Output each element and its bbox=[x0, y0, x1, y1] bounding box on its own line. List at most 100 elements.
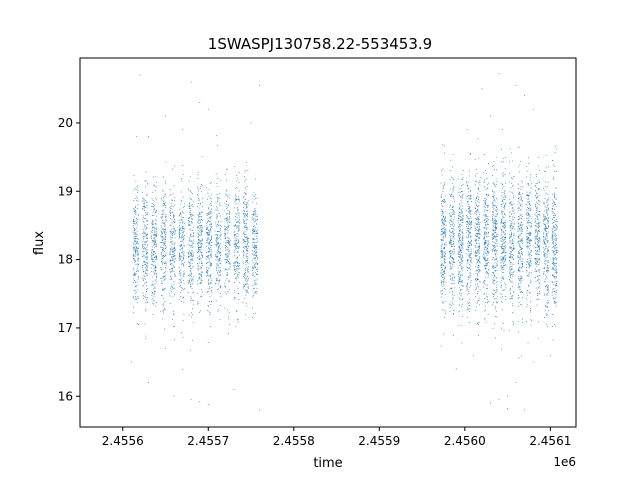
data-point bbox=[547, 241, 549, 243]
data-point bbox=[161, 262, 163, 264]
data-point bbox=[443, 248, 445, 250]
data-point bbox=[547, 310, 549, 312]
data-point bbox=[255, 245, 257, 246]
data-point bbox=[136, 251, 138, 253]
data-point bbox=[171, 278, 173, 279]
data-point bbox=[545, 286, 546, 287]
data-point bbox=[226, 207, 228, 209]
data-point bbox=[458, 195, 460, 197]
data-point bbox=[441, 263, 443, 265]
data-point bbox=[145, 267, 147, 269]
data-point bbox=[461, 231, 463, 233]
data-point bbox=[211, 241, 213, 243]
data-point bbox=[142, 247, 144, 249]
data-point bbox=[134, 232, 136, 233]
data-point bbox=[468, 188, 470, 190]
data-point bbox=[503, 223, 505, 224]
data-point bbox=[169, 271, 171, 273]
data-point bbox=[521, 304, 523, 306]
data-point bbox=[458, 242, 460, 244]
data-point bbox=[173, 246, 175, 248]
data-point bbox=[555, 271, 557, 273]
data-point bbox=[478, 253, 480, 254]
data-point bbox=[520, 227, 522, 228]
data-point bbox=[520, 224, 521, 226]
data-point bbox=[544, 219, 545, 221]
data-point bbox=[133, 218, 134, 220]
data-point bbox=[179, 222, 181, 223]
data-point bbox=[511, 152, 513, 154]
data-point bbox=[470, 189, 471, 191]
data-point bbox=[191, 245, 192, 246]
data-point bbox=[134, 256, 136, 258]
data-point bbox=[477, 259, 479, 260]
data-point bbox=[555, 234, 557, 236]
data-point bbox=[201, 245, 202, 247]
data-point bbox=[441, 254, 443, 256]
data-point bbox=[505, 203, 506, 205]
data-point bbox=[453, 248, 455, 250]
data-point bbox=[555, 276, 557, 277]
data-point bbox=[155, 270, 156, 272]
data-point bbox=[441, 254, 443, 256]
data-point bbox=[552, 257, 554, 258]
data-point bbox=[170, 189, 172, 191]
data-point bbox=[517, 231, 519, 233]
data-point bbox=[487, 313, 489, 315]
data-point bbox=[228, 241, 230, 243]
data-point bbox=[538, 203, 540, 205]
data-point bbox=[486, 263, 488, 265]
data-point bbox=[468, 305, 470, 307]
data-point bbox=[237, 257, 238, 258]
data-point bbox=[522, 271, 524, 272]
data-point bbox=[468, 223, 470, 224]
data-point bbox=[555, 268, 557, 270]
data-point bbox=[485, 268, 487, 270]
data-point bbox=[457, 311, 459, 313]
data-point bbox=[164, 194, 166, 195]
data-point bbox=[238, 229, 240, 231]
data-point bbox=[440, 274, 442, 276]
data-point bbox=[244, 180, 246, 182]
data-point bbox=[133, 282, 134, 283]
data-point bbox=[458, 281, 460, 283]
data-point bbox=[476, 211, 478, 213]
data-point bbox=[137, 278, 139, 280]
data-point bbox=[545, 313, 547, 315]
data-point bbox=[492, 189, 493, 191]
data-point bbox=[202, 255, 204, 257]
data-point bbox=[518, 257, 520, 259]
data-point bbox=[529, 174, 531, 176]
data-point bbox=[238, 172, 240, 173]
data-point bbox=[477, 182, 479, 184]
data-point bbox=[146, 255, 148, 257]
data-point bbox=[208, 280, 210, 282]
data-point bbox=[528, 203, 530, 205]
data-point bbox=[522, 243, 523, 244]
data-point bbox=[236, 225, 237, 227]
data-point bbox=[475, 255, 477, 256]
data-point bbox=[151, 258, 153, 259]
data-point bbox=[172, 296, 174, 298]
data-point bbox=[547, 199, 548, 201]
data-point bbox=[521, 262, 523, 264]
data-point bbox=[520, 355, 522, 357]
data-point bbox=[162, 233, 163, 235]
data-point bbox=[133, 221, 134, 223]
data-point bbox=[170, 236, 171, 238]
data-point bbox=[536, 182, 538, 184]
data-point bbox=[504, 265, 505, 266]
data-point bbox=[164, 225, 166, 227]
data-point bbox=[183, 236, 185, 237]
data-point bbox=[484, 243, 486, 245]
data-point bbox=[442, 212, 444, 213]
data-point bbox=[539, 241, 541, 243]
data-point bbox=[449, 262, 450, 264]
data-point bbox=[441, 246, 442, 248]
data-point bbox=[173, 283, 175, 285]
data-point bbox=[547, 269, 549, 271]
data-point bbox=[216, 239, 218, 241]
data-point bbox=[543, 214, 545, 216]
data-point bbox=[529, 248, 531, 250]
data-point bbox=[145, 294, 147, 296]
